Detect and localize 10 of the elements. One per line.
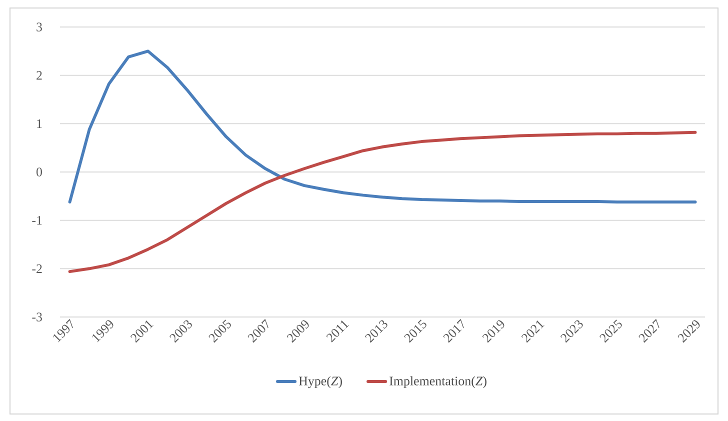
y-tick-label: 2 xyxy=(36,71,42,80)
x-tick-label: 2011 xyxy=(326,320,349,342)
y-tick-label: 0 xyxy=(36,168,42,176)
legend-label: Implementation(Z) xyxy=(390,376,486,388)
y-tick-label: -1 xyxy=(32,216,42,225)
y-tick-label: 3 xyxy=(36,22,42,32)
y-tick-label: 1 xyxy=(37,119,42,128)
legend-label: Hype(Z) xyxy=(298,376,342,388)
y-tick-label: -2 xyxy=(32,264,42,273)
y-tick-label: -3 xyxy=(32,312,42,322)
